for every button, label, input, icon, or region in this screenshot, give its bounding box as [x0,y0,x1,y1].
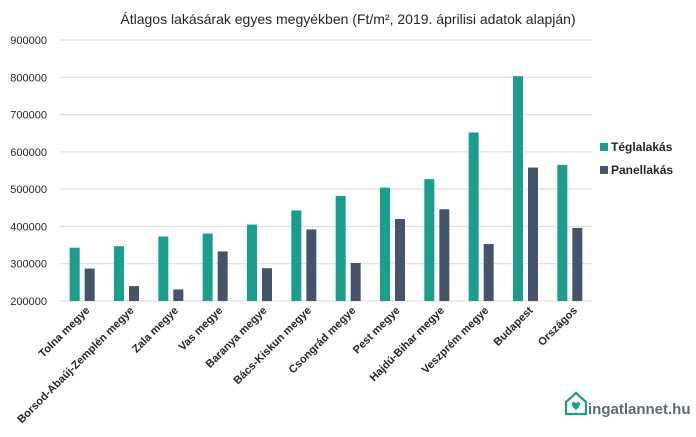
bar-teglalakas [380,187,390,301]
x-tick-label: Bács-Kiskun megye [232,305,314,387]
bars [69,76,583,301]
bar-teglalakas [202,233,213,301]
logo-text: ingatlannet.hu [588,401,691,418]
bar-teglalakas [557,164,568,301]
chart-title: Átlagos lakásárak egyes megyékben (Ft/m²… [120,11,575,27]
heart-icon [571,402,581,410]
bar-panellakas [84,268,95,301]
bar-teglalakas [247,224,257,301]
x-tick-label: Budapest [492,304,536,348]
bar-panellakas [306,229,317,301]
bar-panellakas [439,209,450,301]
gridlines [60,39,592,302]
bar-teglalakas [158,236,169,301]
bar-panellakas [217,251,228,301]
house-heart-icon [564,391,588,416]
y-tick-label: 400000 [10,221,47,233]
x-tick-label: Országos [536,305,580,349]
y-tick-label: 900000 [10,35,47,47]
bar-teglalakas [335,195,346,301]
bar-panellakas [483,243,494,301]
x-tick-label: Hajdú-Bihar megye [368,305,447,384]
bar-teglalakas [513,76,523,301]
x-tick-label: Zala megye [130,305,181,356]
bar-panellakas [572,227,583,301]
bar-teglalakas [424,179,435,301]
legend-swatch [600,143,608,151]
legend-label: Téglalakás [611,140,673,154]
y-tick-label: 700000 [10,110,47,122]
y-tick-label: 300000 [10,259,47,271]
legend-swatch [600,166,608,174]
y-tick-label: 500000 [10,184,47,196]
bar-teglalakas [291,210,302,301]
bar-panellakas [129,286,139,301]
bar-panellakas [262,268,272,301]
bar-panellakas [350,262,361,301]
bar-teglalakas [69,247,80,301]
y-axis-ticks: 200000 300000 400000 500000 600000 700000 8000… [10,35,47,308]
legend-label: Panellakás [611,163,673,177]
bar-teglalakas [114,246,124,301]
bar-teglalakas [468,132,479,301]
bar-panellakas [528,167,538,301]
ingatlannet-logo: ingatlannet.hu [564,391,691,418]
y-tick-label: 800000 [10,72,47,84]
bar-panellakas [173,289,184,301]
y-tick-label: 200000 [10,296,47,308]
legend: Téglalakás Panellakás [600,140,673,177]
x-tick-label: Vas megye [177,305,226,354]
y-tick-label: 600000 [10,147,47,159]
bar-panellakas [395,218,405,301]
